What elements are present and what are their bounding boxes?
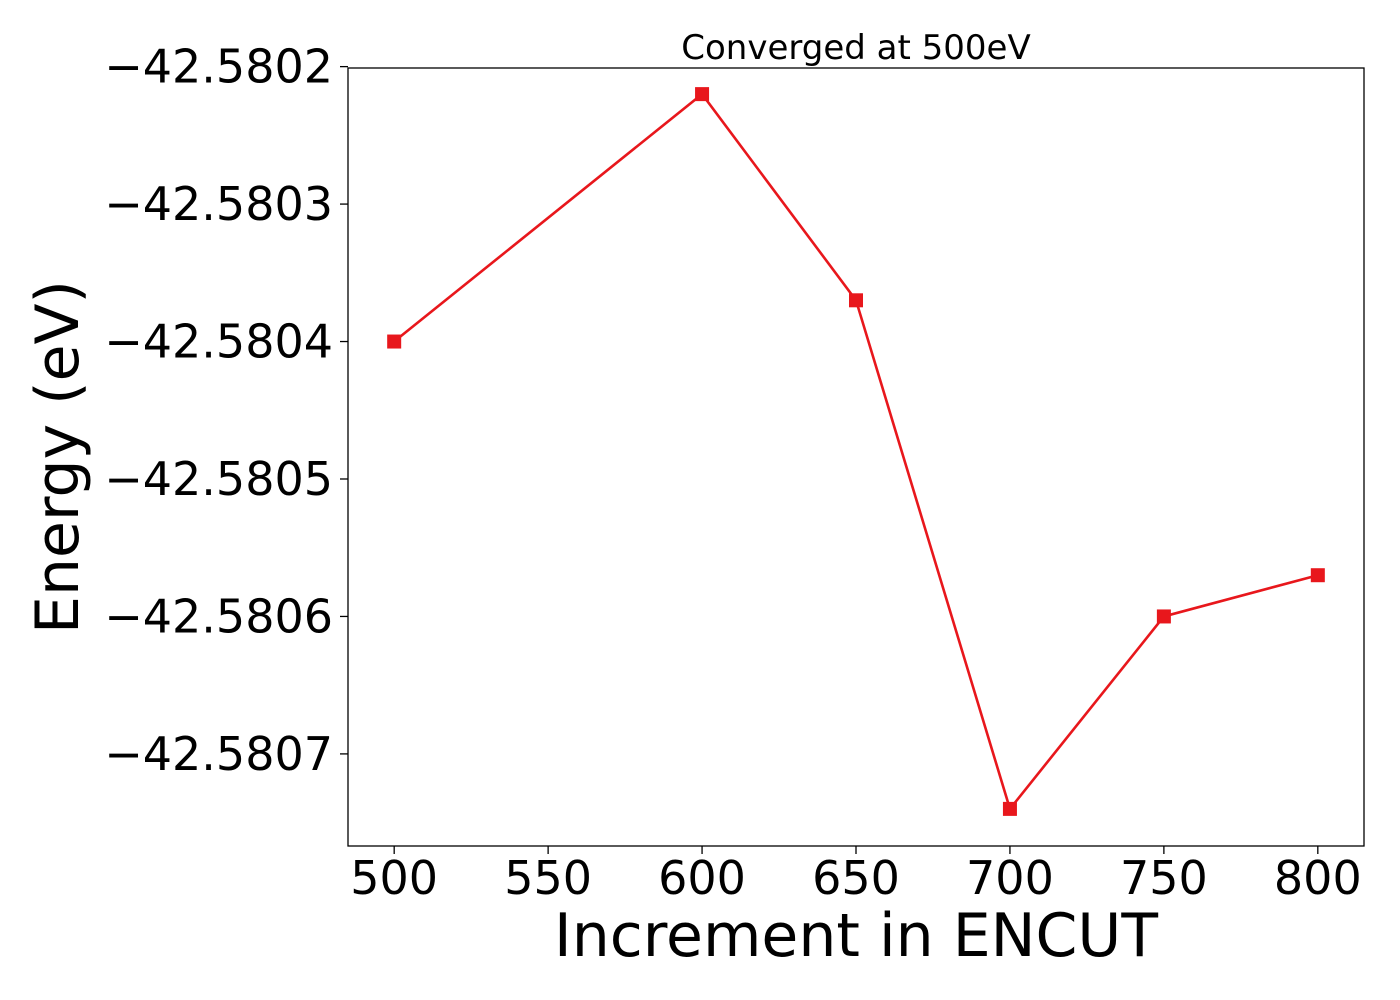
x-tick-label: 550 (504, 851, 592, 905)
data-point-marker (1003, 802, 1017, 816)
x-tick-label: 800 (1274, 851, 1362, 905)
x-axis-label: Increment in ENCUT (554, 901, 1158, 971)
x-tick-label: 500 (350, 851, 438, 905)
x-tick-label: 600 (658, 851, 746, 905)
y-tick-label: −42.5806 (104, 589, 333, 643)
data-point-marker (1157, 609, 1171, 623)
y-tick-label: −42.5805 (104, 452, 333, 506)
data-point-marker (695, 87, 709, 101)
y-tick-label: −42.5807 (104, 727, 333, 781)
data-point-marker (387, 335, 401, 349)
data-point-marker (849, 293, 863, 307)
y-tick-label: −42.5803 (104, 177, 333, 231)
y-tick-label: −42.5804 (104, 315, 333, 369)
chart-title: Converged at 500eV (681, 28, 1030, 68)
x-tick-label: 700 (966, 851, 1054, 905)
data-point-marker (1311, 568, 1325, 582)
y-axis-label: Energy (eV) (23, 280, 93, 634)
x-tick-label: 750 (1120, 851, 1208, 905)
y-tick-label: −42.5802 (104, 40, 333, 94)
x-tick-label: 650 (812, 851, 900, 905)
